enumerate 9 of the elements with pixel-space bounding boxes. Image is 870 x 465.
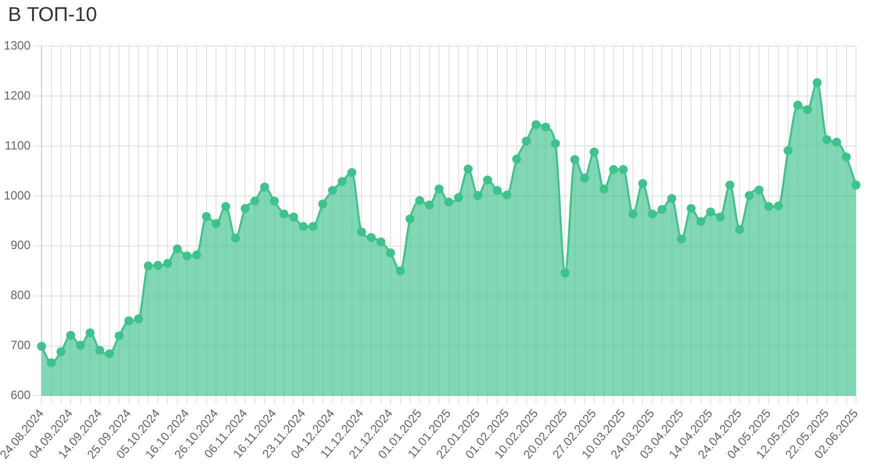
y-tick-label: 1300 bbox=[4, 38, 31, 53]
y-tick-label: 1200 bbox=[4, 88, 31, 102]
chart-title: В ТОП-10 bbox=[8, 4, 98, 27]
y-tick-label: 900 bbox=[10, 238, 31, 252]
y-tick-label: 600 bbox=[10, 388, 31, 402]
y-tick-label: 800 bbox=[10, 288, 31, 302]
y-tick-label: 1000 bbox=[4, 188, 31, 202]
y-tick-label: 700 bbox=[10, 338, 31, 352]
y-tick-label: 1100 bbox=[4, 138, 31, 152]
